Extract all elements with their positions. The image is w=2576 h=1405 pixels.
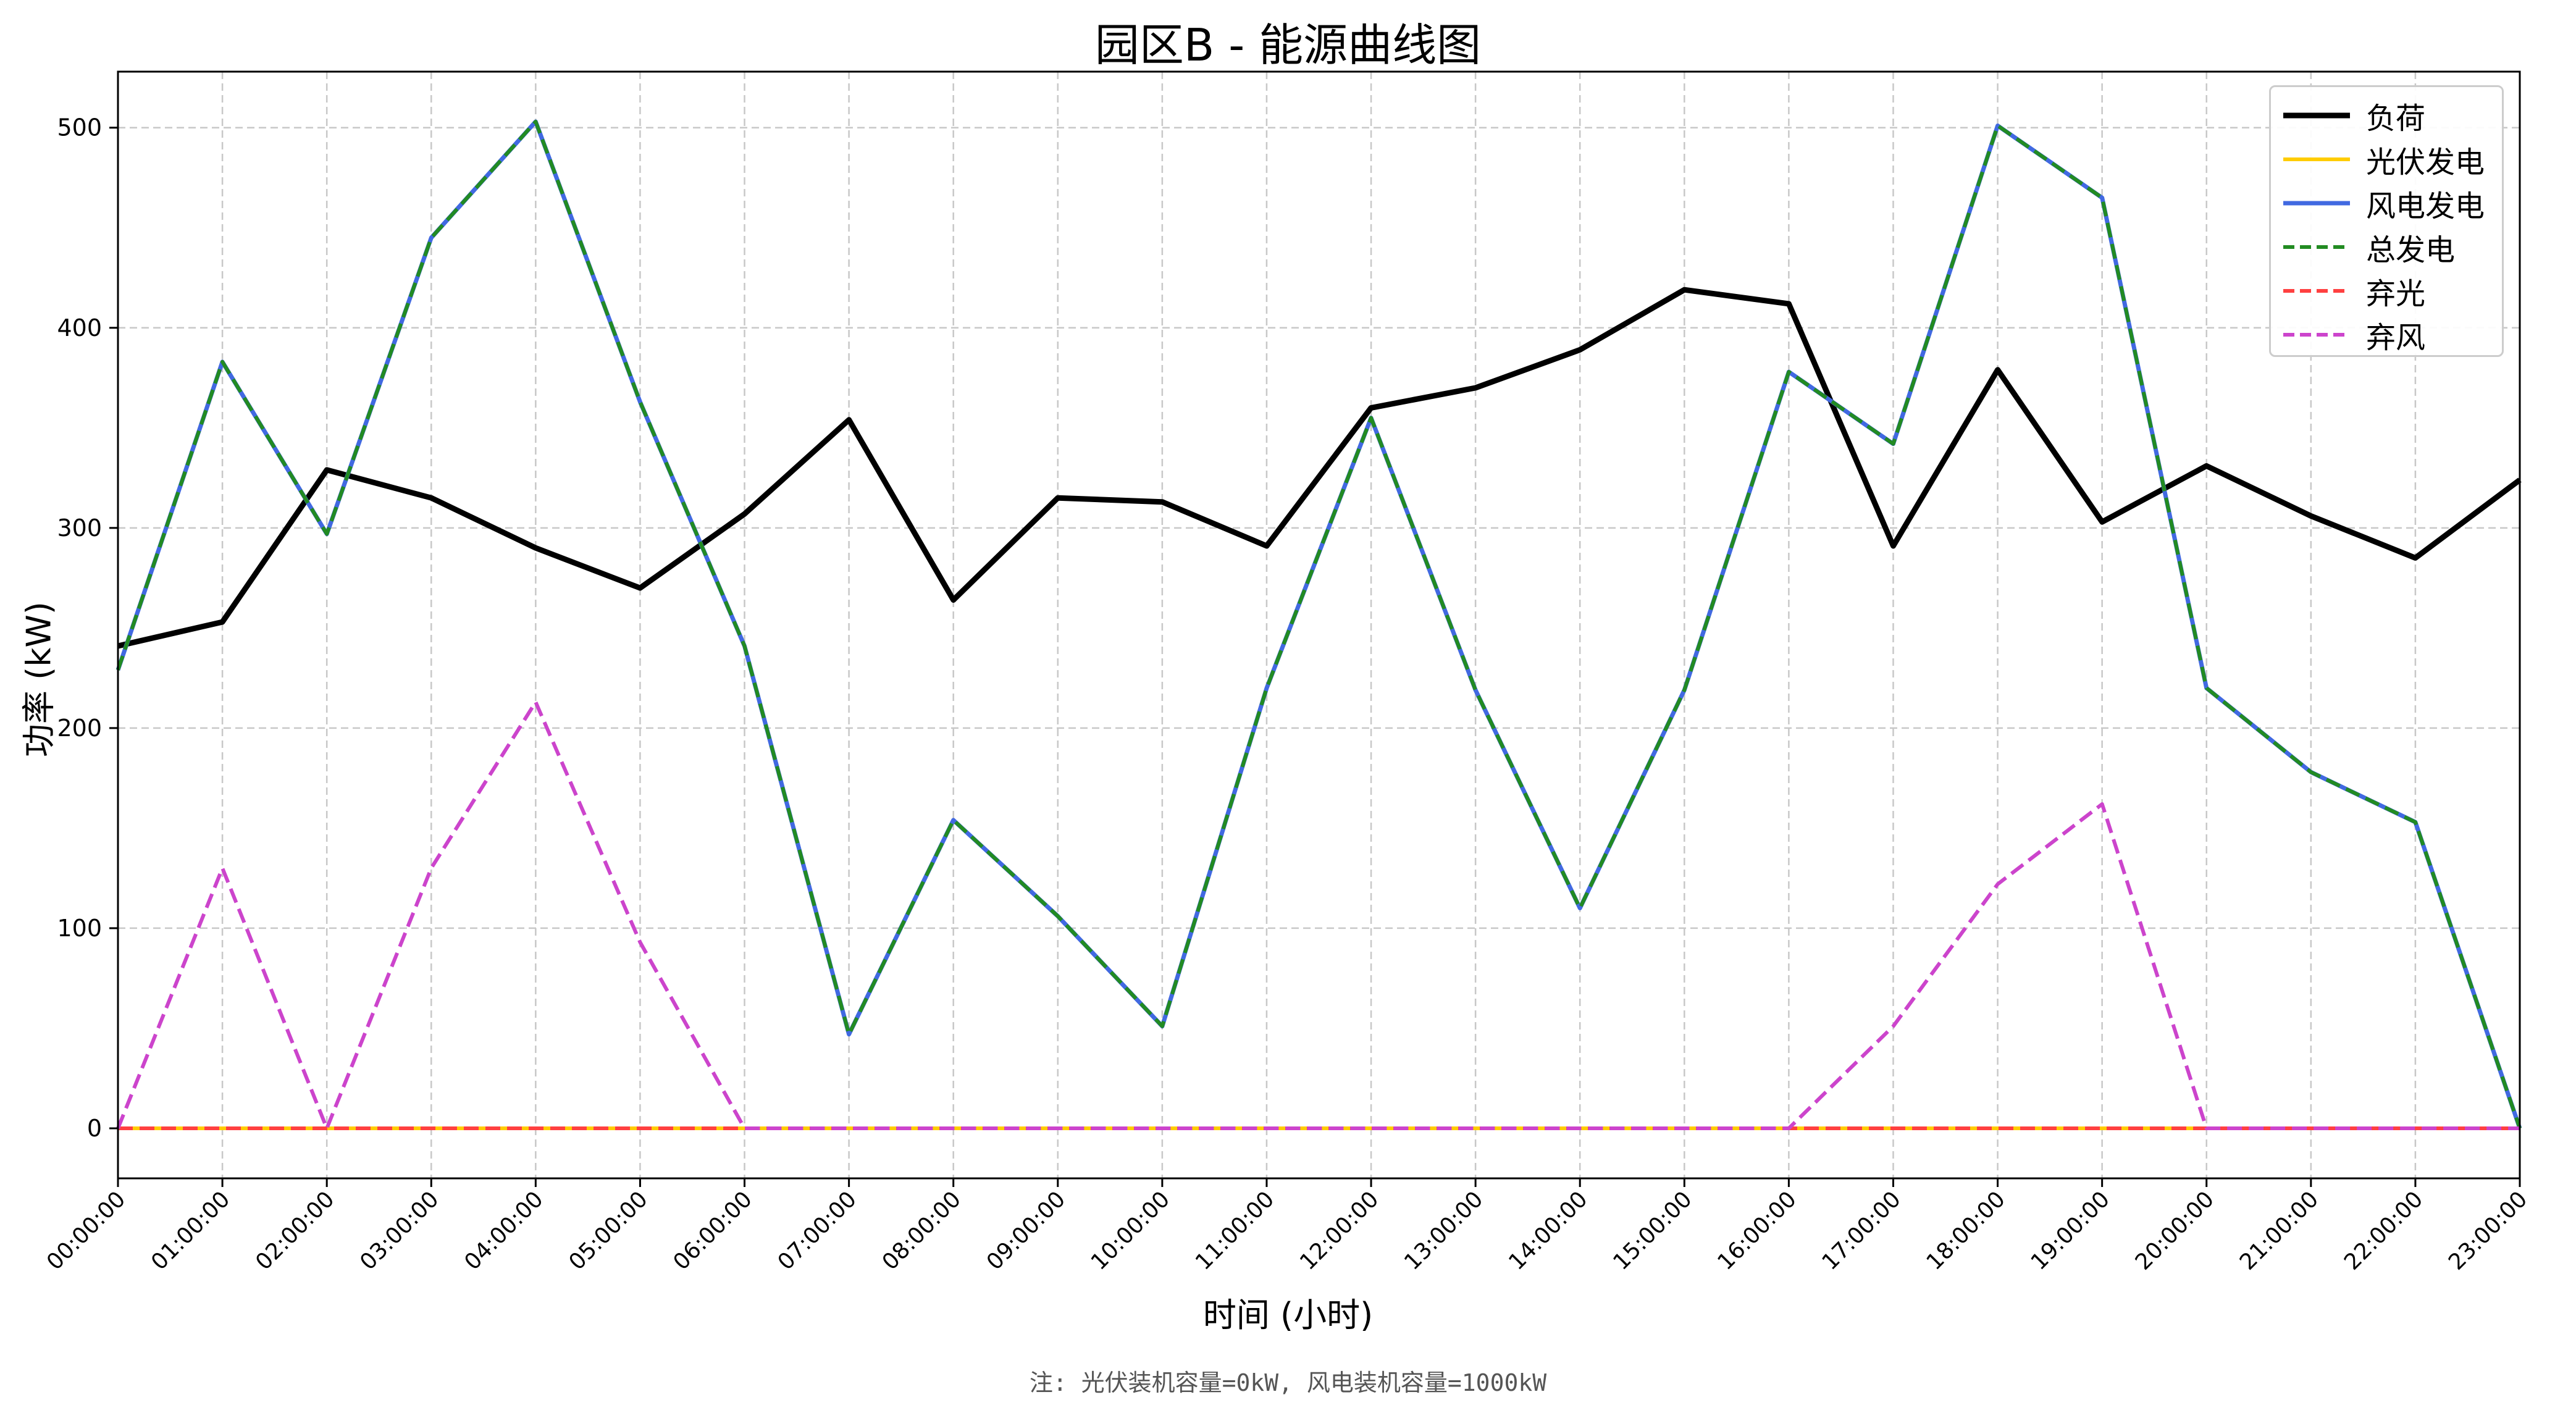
x-tick-label: 23:00:00: [2444, 1186, 2532, 1275]
legend-swatch: [2283, 201, 2350, 206]
series-line-2: [115, 119, 2522, 1130]
plot-frame: [117, 70, 2521, 1180]
legend-item: 光伏发电: [2271, 137, 2502, 181]
chart-legend: 负荷光伏发电风电发电总发电弃光弃风: [2269, 85, 2504, 357]
x-tick-label: 22:00:00: [2339, 1186, 2428, 1275]
legend-label: 风电发电: [2366, 188, 2485, 224]
y-tick-label: 0: [87, 1115, 102, 1142]
x-tick-label: 05:00:00: [564, 1186, 652, 1275]
chart-title: 园区B - 能源曲线图: [1094, 19, 1482, 71]
y-tick-label: 400: [57, 314, 102, 342]
chart-note: 注: 光伏装机容量=0kW, 风电装机容量=1000kW: [1029, 1369, 1547, 1396]
series-line-3: [116, 120, 2522, 1129]
x-tick-label: 17:00:00: [1818, 1186, 1906, 1275]
legend-item: 弃光: [2271, 269, 2502, 312]
x-tick-label: 20:00:00: [2131, 1186, 2219, 1275]
legend-label: 弃风: [2366, 320, 2426, 355]
x-tick-label: 21:00:00: [2235, 1186, 2323, 1275]
legend-item: 风电发电: [2271, 181, 2502, 225]
legend-swatch: [2283, 333, 2350, 337]
legend-swatch: [2283, 112, 2350, 119]
legend-swatch: [2283, 157, 2350, 161]
x-tick-label: 10:00:00: [1086, 1186, 1175, 1275]
legend-label: 光伏发电: [2366, 145, 2485, 180]
x-tick-label: 08:00:00: [878, 1186, 966, 1275]
legend-swatch: [2283, 245, 2350, 249]
x-tick-label: 13:00:00: [1399, 1186, 1488, 1275]
y-tick-label: 100: [57, 915, 102, 942]
x-axis-label: 时间 (小时): [1202, 1296, 1374, 1335]
legend-item: 弃风: [2271, 312, 2502, 356]
y-tick-label: 300: [57, 514, 102, 542]
x-tick-label: 15:00:00: [1608, 1186, 1697, 1275]
legend-swatch: [2283, 289, 2350, 293]
x-tick-label: 09:00:00: [982, 1186, 1070, 1275]
legend-item: 负荷: [2271, 93, 2502, 137]
x-tick-label: 16:00:00: [1713, 1186, 1801, 1275]
y-tick-label: 500: [57, 114, 102, 141]
series-line-5: [116, 700, 2520, 1130]
series-line-0: [117, 287, 2522, 649]
legend-label: 总发电: [2366, 232, 2456, 267]
x-tick-label: 03:00:00: [355, 1186, 443, 1275]
x-tick-label: 14:00:00: [1504, 1186, 1592, 1275]
x-tick-label: 02:00:00: [251, 1186, 339, 1275]
x-tick-label: 04:00:00: [459, 1186, 548, 1275]
legend-label: 弃光: [2366, 276, 2426, 311]
grid: [117, 72, 2521, 1178]
x-tick-label: 01:00:00: [146, 1186, 235, 1275]
y-tick-label: 200: [57, 715, 102, 742]
x-tick-label: 18:00:00: [1922, 1186, 2010, 1275]
y-axis-label: 功率 (kW): [19, 602, 59, 757]
x-tick-label: 12:00:00: [1295, 1186, 1383, 1275]
x-tick-label: 06:00:00: [669, 1186, 757, 1275]
x-tick-label: 11:00:00: [1191, 1186, 1279, 1275]
legend-label: 负荷: [2366, 101, 2426, 136]
legend-item: 总发电: [2271, 225, 2502, 269]
x-tick-label: 07:00:00: [773, 1186, 862, 1275]
x-tick-label: 19:00:00: [2026, 1186, 2115, 1275]
x-tick-label: 00:00:00: [42, 1186, 130, 1275]
